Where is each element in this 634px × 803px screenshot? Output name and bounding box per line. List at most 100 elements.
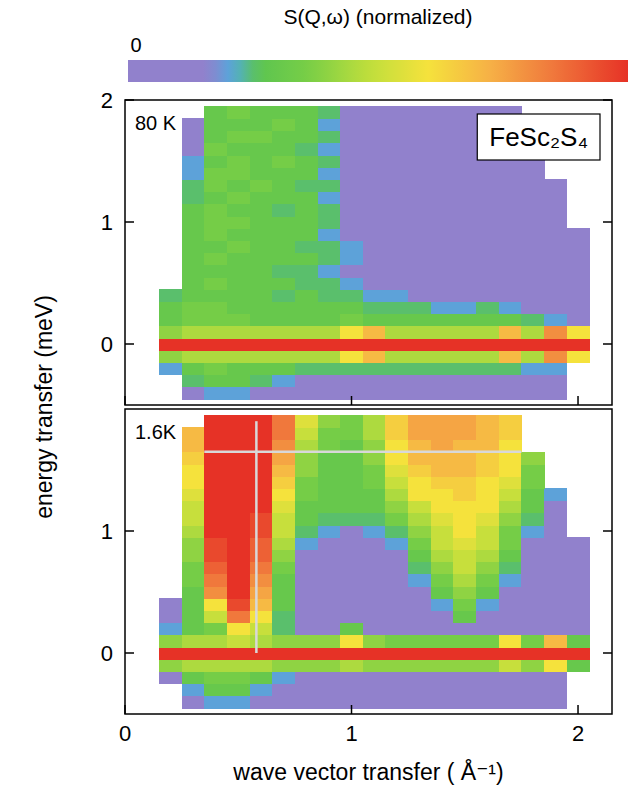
heatmap-cell xyxy=(204,143,227,156)
heatmap-cell xyxy=(227,501,250,514)
heatmap-cell xyxy=(182,289,205,302)
heatmap-cell xyxy=(204,671,227,684)
heatmap-cell xyxy=(182,167,205,180)
heatmap-cell xyxy=(227,549,250,562)
heatmap-cell xyxy=(567,338,590,351)
heatmap-cell xyxy=(431,179,454,192)
heatmap-cell xyxy=(250,574,273,587)
heatmap-cell xyxy=(340,501,363,514)
heatmap-cell xyxy=(159,598,182,611)
heatmap-cell xyxy=(318,415,341,428)
heatmap-cell xyxy=(385,265,408,278)
heatmap-cell xyxy=(544,204,567,217)
heatmap-cell xyxy=(431,684,454,697)
y-tick xyxy=(603,99,612,101)
heatmap-cell xyxy=(159,289,182,302)
heatmap-cell xyxy=(499,659,522,672)
heatmap-cell xyxy=(250,106,273,119)
heatmap-cell xyxy=(408,350,431,363)
heatmap-cell xyxy=(318,326,341,339)
heatmap-cell xyxy=(476,586,499,599)
heatmap-cell xyxy=(476,659,499,672)
heatmap-cell xyxy=(318,289,341,302)
heatmap-cell xyxy=(295,488,318,501)
heatmap-cell xyxy=(544,228,567,241)
heatmap-cell xyxy=(544,671,567,684)
heatmap-cell xyxy=(385,586,408,599)
heatmap-cell xyxy=(431,167,454,180)
heatmap-cell xyxy=(250,525,273,538)
heatmap-cell xyxy=(250,488,273,501)
heatmap-cell xyxy=(453,525,476,538)
heatmap-cell xyxy=(227,623,250,636)
heatmap-cell xyxy=(182,143,205,156)
heatmap-cell xyxy=(272,277,295,290)
heatmap-cell xyxy=(408,562,431,575)
heatmap-cell xyxy=(499,537,522,550)
heatmap-cell xyxy=(250,301,273,314)
heatmap-cells xyxy=(159,106,590,399)
heatmap-cell xyxy=(340,684,363,697)
heatmap-cell xyxy=(408,301,431,314)
heatmap-cell xyxy=(272,204,295,217)
heatmap-cell xyxy=(453,415,476,428)
heatmap-cell xyxy=(363,574,386,587)
heatmap-cell xyxy=(182,647,205,660)
heatmap-cell xyxy=(272,598,295,611)
heatmap-cell xyxy=(431,155,454,168)
heatmap-cell xyxy=(340,326,363,339)
y-tick xyxy=(125,530,134,532)
heatmap-cell xyxy=(499,623,522,636)
heatmap-cell xyxy=(408,253,431,266)
heatmap-cell xyxy=(250,338,273,351)
y-tick xyxy=(125,99,134,101)
heatmap-cell xyxy=(250,513,273,526)
heatmap-cell xyxy=(227,513,250,526)
heatmap-cell xyxy=(182,253,205,266)
y-tick xyxy=(603,652,612,654)
heatmap-cell xyxy=(318,131,341,144)
heatmap-cell xyxy=(272,265,295,278)
heatmap-cell xyxy=(385,623,408,636)
heatmap-cell xyxy=(204,684,227,697)
y-tick xyxy=(603,530,612,532)
heatmap-cell xyxy=(499,427,522,440)
heatmap-cell xyxy=(318,375,341,388)
heatmap-cell xyxy=(408,338,431,351)
heatmap-cell xyxy=(385,610,408,623)
heatmap-cell xyxy=(340,452,363,465)
heatmap-cell xyxy=(385,562,408,575)
heatmap-cell xyxy=(204,562,227,575)
heatmap-cell xyxy=(318,440,341,453)
heatmap-cell xyxy=(227,488,250,501)
heatmap-cell xyxy=(431,647,454,660)
heatmap-cell xyxy=(521,375,544,388)
x-tick xyxy=(351,396,353,405)
heatmap-cell xyxy=(431,671,454,684)
colorbar-tick-label: 0 xyxy=(130,34,141,56)
heatmap-cell xyxy=(567,350,590,363)
heatmap-cell xyxy=(453,314,476,327)
heatmap-cell xyxy=(431,586,454,599)
heatmap-cell xyxy=(385,440,408,453)
heatmap-cell xyxy=(250,696,273,709)
heatmap-cell xyxy=(476,301,499,314)
heatmap-cell xyxy=(250,167,273,180)
heatmap-cell xyxy=(227,106,250,119)
heatmap-cell xyxy=(204,228,227,241)
heatmap-cell xyxy=(408,696,431,709)
heatmap-cell xyxy=(318,501,341,514)
heatmap-cell xyxy=(567,289,590,302)
heatmap-cell xyxy=(363,549,386,562)
heatmap-cell xyxy=(408,671,431,684)
heatmap-cell xyxy=(431,118,454,131)
heatmap-cell xyxy=(431,501,454,514)
heatmap-cell xyxy=(204,204,227,217)
heatmap-cell xyxy=(544,610,567,623)
heatmap-cell xyxy=(408,525,431,538)
heatmap-cell xyxy=(521,562,544,575)
heatmap-cell xyxy=(476,265,499,278)
heatmap-cell xyxy=(250,647,273,660)
heatmap-cell xyxy=(363,131,386,144)
heatmap-cell xyxy=(431,464,454,477)
